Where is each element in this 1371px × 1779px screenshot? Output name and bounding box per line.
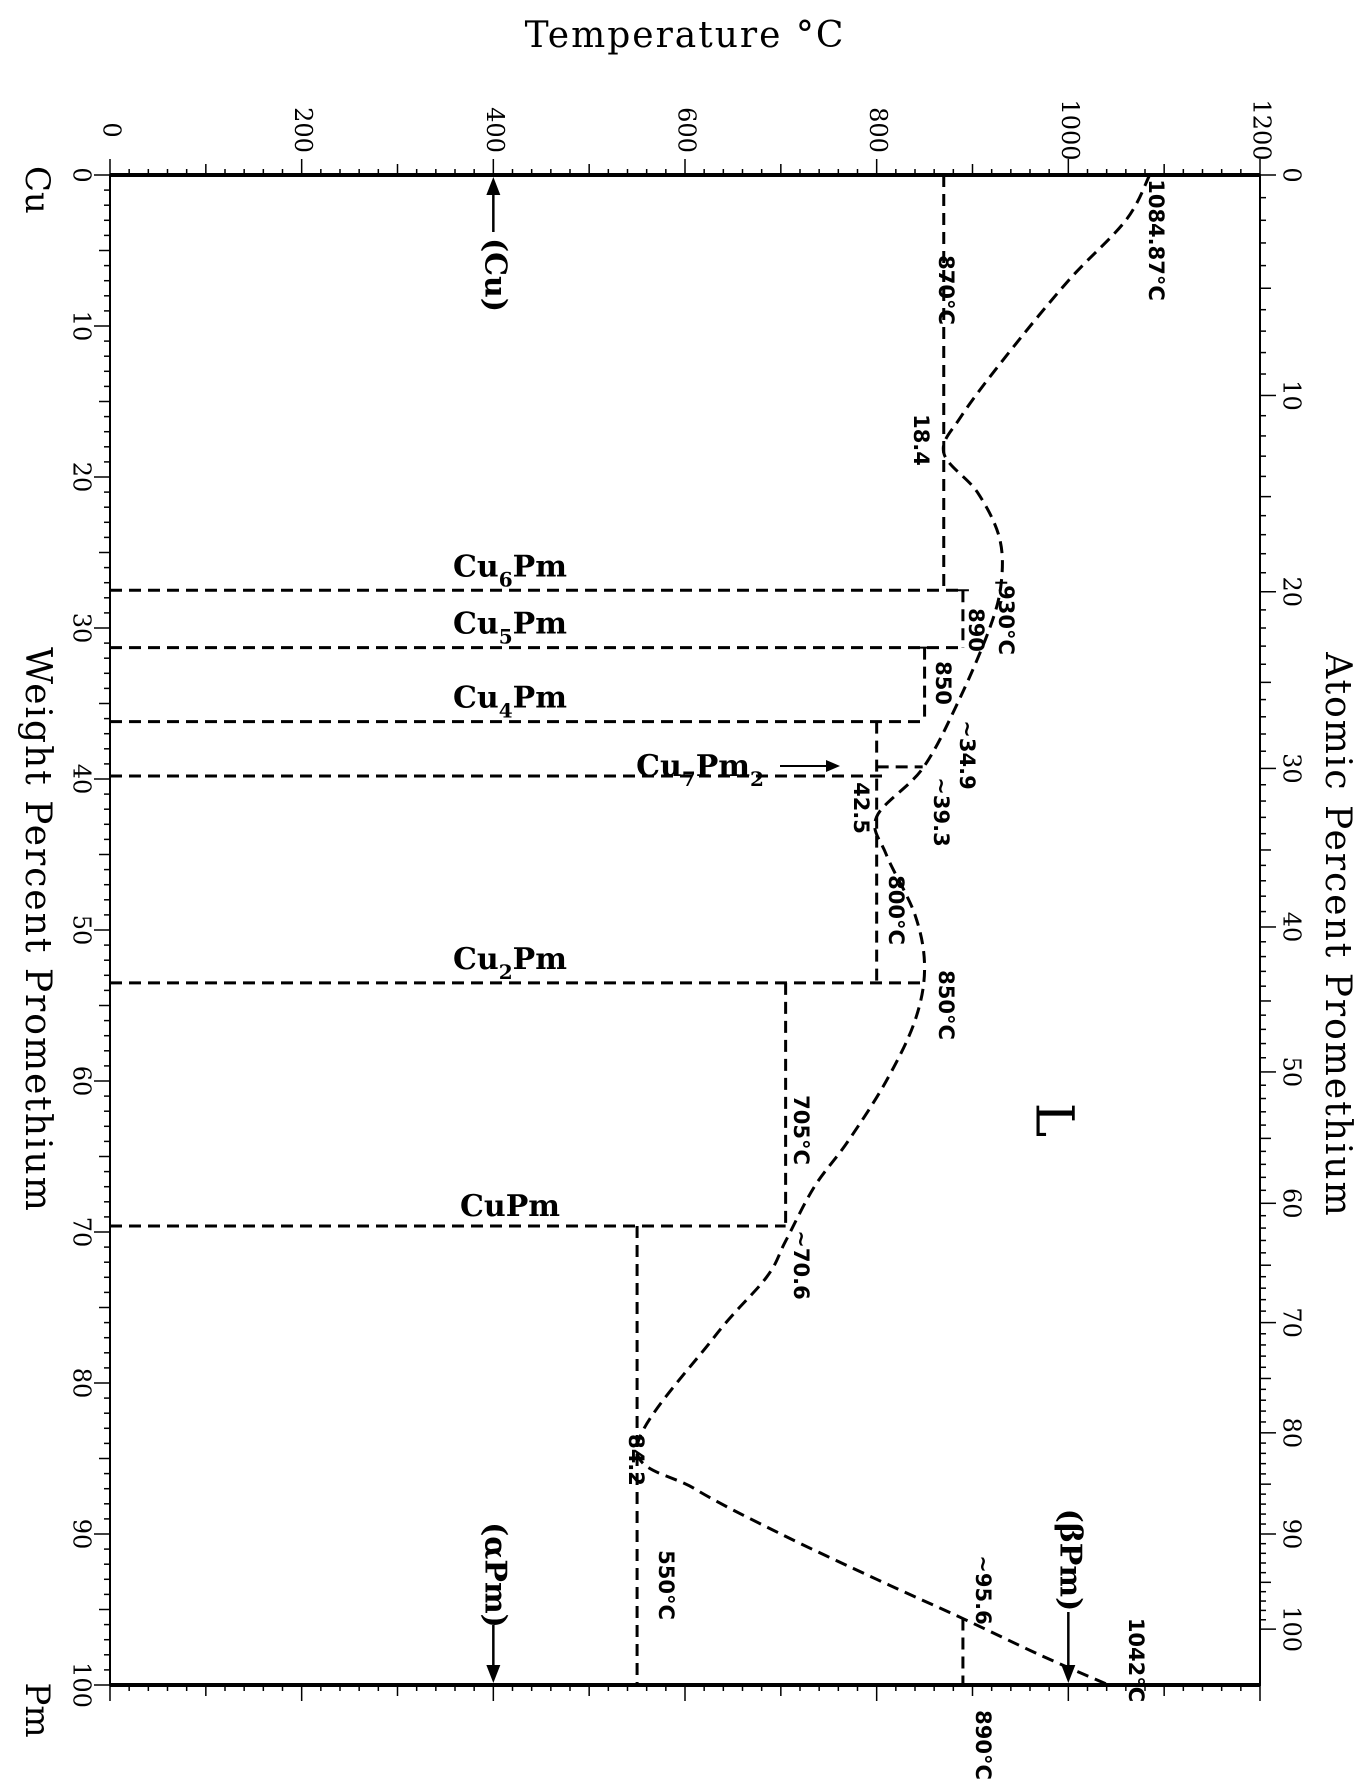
point-label: 850°C [934, 970, 958, 1040]
point-label: 18.4 [909, 414, 933, 466]
plot-border [109, 174, 1261, 1686]
point-label: 1042°C [1124, 1618, 1148, 1702]
temperature-axis-title: Temperature °C [525, 15, 846, 56]
point-label: ~70.6 [789, 1230, 813, 1299]
point-label: 930°C [994, 585, 1018, 655]
phase-label-cu7pm2: Cu7Pm2 [636, 749, 764, 791]
alpha-pm-arrowhead [486, 1665, 501, 1683]
atomic-tick-label: 0 [1278, 167, 1306, 182]
plot-frame [109, 173, 1261, 1687]
temperature-tick-label: 0 [98, 122, 126, 137]
phase-label-cu6pm: Cu6Pm [453, 549, 567, 591]
invariant-label: 850 [931, 661, 955, 705]
invariant-label: 705°C [789, 1095, 813, 1165]
cu-arrowhead [486, 177, 501, 195]
pm-end-label: Pm [17, 1682, 57, 1737]
invariant-label: 870°C [934, 255, 958, 325]
liquid-region-label: L [1024, 1103, 1084, 1138]
atomic-tick-label: 40 [1278, 912, 1306, 943]
atomic-tick-label: 50 [1278, 1057, 1306, 1088]
phase-label-cupm: CuPm [460, 1189, 560, 1224]
atomic-tick-label: 90 [1278, 1519, 1306, 1550]
weight-tick-label: 0 [68, 167, 96, 182]
weight-tick-label: 10 [68, 311, 96, 342]
temperature-tick-label: 400 [481, 107, 509, 153]
alpha-pm-label: (αPm) [477, 1522, 512, 1628]
invariant-label: 800°C [884, 875, 908, 945]
point-label: 1084.87°C [1144, 179, 1168, 301]
atomic-tick-label: 20 [1278, 576, 1306, 607]
atomic-tick-label: 80 [1278, 1418, 1306, 1449]
atomic-tick-label: 10 [1278, 380, 1306, 411]
atomic-tick-label: 70 [1278, 1307, 1306, 1338]
atomic-tick-label: 100 [1278, 1606, 1306, 1652]
beta-pm-arrowhead [1061, 1665, 1076, 1683]
phase-label-cu2pm: Cu2Pm [453, 942, 567, 984]
weight-tick-label: 60 [68, 1066, 96, 1097]
weight-axis-title: Weight Percent Promethium [17, 647, 58, 1213]
point-label: 42.5 [849, 782, 873, 834]
temperature-tick-label: 600 [673, 107, 701, 153]
cu-solid-label: (Cu) [477, 238, 512, 312]
weight-tick-label: 80 [68, 1368, 96, 1399]
cu7pm2-arrowhead [826, 759, 840, 772]
phase-label-cu4pm: Cu4Pm [453, 681, 567, 723]
point-label: 890°C [971, 1710, 995, 1779]
point-label: ~39.3 [929, 777, 953, 846]
weight-tick-label: 50 [68, 915, 96, 946]
cu-end-label: Cu [17, 166, 57, 214]
axis-ticks [94, 159, 1276, 1701]
weight-tick-label: 100 [68, 1662, 96, 1708]
atomic-tick-label: 30 [1278, 753, 1306, 784]
temperature-tick-label: 200 [289, 107, 317, 153]
invariant-label: 550°C [654, 1550, 678, 1620]
point-label: ~34.9 [955, 720, 979, 789]
point-label: 84.2 [624, 1434, 648, 1486]
temperature-tick-label: 800 [864, 107, 892, 153]
beta-pm-label: (βPm) [1052, 1509, 1087, 1612]
temperature-tick-label: 1000 [1056, 99, 1084, 160]
labels: 0 200 400 600 800 1000 12000102030405060708090… [17, 15, 1358, 1779]
weight-tick-label: 30 [68, 613, 96, 644]
invariant-label: 890 [964, 608, 988, 652]
weight-tick-label: 70 [68, 1217, 96, 1248]
temperature-tick-label: 1200 [1248, 99, 1276, 160]
phase-label-cu5pm: Cu5Pm [453, 607, 567, 649]
weight-tick-label: 20 [68, 462, 96, 493]
atomic-axis-title: Atomic Percent Promethium [1317, 651, 1358, 1217]
point-label: ~95.6 [971, 1555, 995, 1624]
weight-tick-label: 40 [68, 764, 96, 795]
atomic-tick-label: 60 [1278, 1188, 1306, 1219]
weight-tick-label: 90 [68, 1519, 96, 1550]
phase-lines [110, 174, 1152, 1687]
